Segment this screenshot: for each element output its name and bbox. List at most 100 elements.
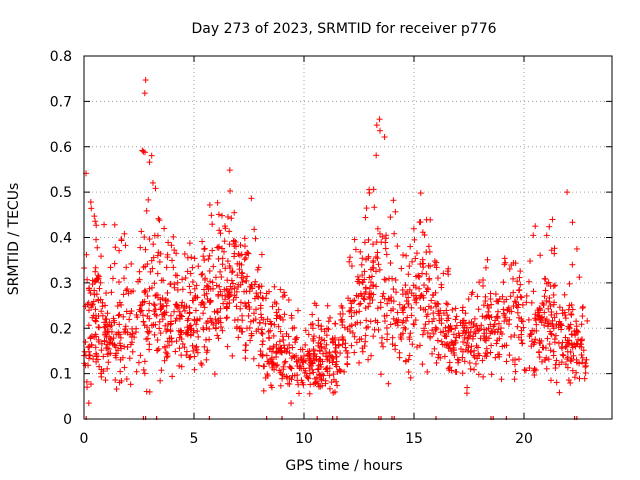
data-point bbox=[117, 342, 124, 349]
data-point bbox=[162, 349, 169, 356]
data-point bbox=[165, 239, 172, 246]
data-point bbox=[348, 342, 355, 349]
data-point bbox=[339, 318, 346, 325]
data-point bbox=[353, 309, 360, 316]
data-point bbox=[446, 345, 453, 352]
data-point bbox=[559, 351, 566, 358]
data-point bbox=[452, 316, 459, 323]
data-point bbox=[372, 268, 379, 275]
data-point bbox=[496, 351, 503, 358]
data-point bbox=[351, 236, 358, 243]
data-point bbox=[480, 333, 487, 340]
data-point bbox=[442, 324, 449, 331]
data-point bbox=[482, 350, 489, 357]
data-point bbox=[124, 329, 131, 336]
data-point bbox=[361, 268, 368, 275]
data-point bbox=[523, 299, 530, 306]
data-point bbox=[203, 320, 210, 327]
data-point bbox=[195, 333, 202, 340]
data-point bbox=[428, 297, 435, 304]
data-point bbox=[157, 306, 164, 313]
data-point bbox=[502, 259, 509, 266]
data-point bbox=[516, 274, 523, 281]
data-point bbox=[532, 223, 539, 230]
data-point bbox=[434, 337, 441, 344]
data-point bbox=[455, 357, 462, 364]
data-point bbox=[121, 364, 128, 371]
data-point bbox=[148, 257, 155, 264]
data-point bbox=[415, 273, 422, 280]
data-point bbox=[207, 298, 214, 305]
data-point bbox=[409, 258, 416, 265]
data-point bbox=[210, 321, 217, 328]
data-point bbox=[581, 375, 588, 382]
data-point bbox=[152, 185, 159, 192]
data-point bbox=[155, 215, 162, 222]
data-point bbox=[562, 312, 569, 319]
data-point bbox=[530, 288, 537, 295]
data-point bbox=[269, 303, 276, 310]
data-point bbox=[298, 365, 305, 372]
data-point bbox=[340, 337, 347, 344]
data-point bbox=[405, 369, 412, 376]
data-point bbox=[450, 346, 457, 353]
data-point bbox=[87, 381, 94, 388]
data-point bbox=[468, 343, 475, 350]
data-point bbox=[314, 366, 321, 373]
data-point bbox=[361, 343, 368, 350]
data-point bbox=[87, 198, 94, 205]
y-axis-label: SRMTID / TECUs bbox=[6, 183, 22, 296]
data-point bbox=[88, 205, 95, 212]
data-point bbox=[480, 282, 487, 289]
data-point bbox=[244, 249, 251, 256]
data-point bbox=[122, 323, 129, 330]
data-point bbox=[383, 324, 390, 331]
data-point bbox=[453, 322, 460, 329]
data-point bbox=[92, 317, 99, 324]
data-point bbox=[85, 322, 92, 329]
data-point bbox=[281, 345, 288, 352]
data-point bbox=[224, 277, 231, 284]
data-point bbox=[108, 289, 115, 296]
data-point bbox=[514, 294, 521, 301]
data-point bbox=[565, 325, 572, 332]
data-point bbox=[251, 295, 258, 302]
data-point bbox=[216, 227, 223, 234]
data-point bbox=[156, 325, 163, 332]
data-point bbox=[569, 367, 576, 374]
data-point bbox=[323, 350, 330, 357]
data-point bbox=[579, 305, 586, 312]
data-point bbox=[235, 281, 242, 288]
data-point bbox=[429, 350, 436, 357]
data-point bbox=[293, 352, 300, 359]
data-point bbox=[376, 230, 383, 237]
data-point bbox=[391, 230, 398, 237]
data-point bbox=[427, 263, 434, 270]
data-point bbox=[514, 278, 521, 285]
data-point bbox=[426, 276, 433, 283]
data-point bbox=[547, 302, 554, 309]
data-point bbox=[143, 207, 150, 214]
data-point bbox=[121, 230, 128, 237]
data-point bbox=[87, 352, 94, 359]
data-point bbox=[265, 334, 272, 341]
data-point bbox=[420, 306, 427, 313]
y-tick-label: 0.3 bbox=[50, 276, 72, 292]
data-point bbox=[365, 236, 372, 243]
data-point bbox=[157, 330, 164, 337]
data-point bbox=[501, 318, 508, 325]
data-point bbox=[156, 318, 163, 325]
data-point bbox=[129, 348, 136, 355]
data-point bbox=[545, 320, 552, 327]
data-point bbox=[365, 356, 372, 363]
data-point bbox=[378, 371, 385, 378]
data-point bbox=[151, 280, 158, 287]
data-point bbox=[228, 286, 235, 293]
data-point bbox=[575, 336, 582, 343]
data-point bbox=[116, 247, 123, 254]
data-point bbox=[280, 316, 287, 323]
data-point bbox=[363, 325, 370, 332]
data-point bbox=[324, 353, 331, 360]
data-point bbox=[217, 288, 224, 295]
data-point bbox=[301, 369, 308, 376]
